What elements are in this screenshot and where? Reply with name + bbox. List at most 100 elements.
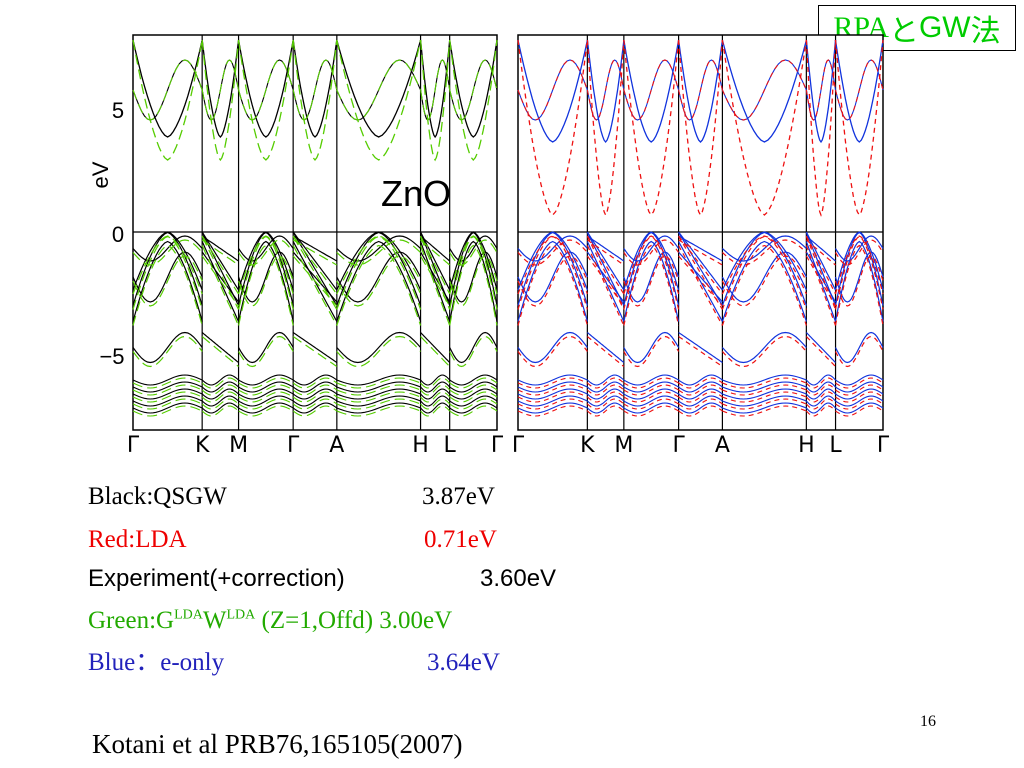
left-band-line (132, 335, 203, 368)
left-dband-line (336, 388, 421, 400)
right-band-line (834, 251, 884, 303)
right-band-line (587, 332, 625, 363)
right-band-line (805, 336, 836, 367)
left-band-line (132, 239, 203, 266)
right-dband-line (722, 395, 807, 407)
legend-black: Black:QSGW 3.87eV (88, 484, 495, 509)
right-dband-line (517, 391, 588, 403)
left-band-line (336, 235, 422, 310)
left-band-line (292, 231, 338, 291)
left-band-line (336, 244, 422, 326)
right-upper-band (721, 59, 807, 121)
right-conduction-band (677, 39, 724, 143)
left-k-label: Γ (491, 433, 504, 458)
right-band-line (834, 239, 884, 266)
left-band-line (238, 331, 294, 364)
right-band-line (721, 331, 807, 364)
right-band-line (721, 244, 807, 326)
right-dband-line (722, 388, 807, 400)
right-dband-line (722, 398, 807, 410)
left-band-line (201, 231, 240, 291)
left-band-line (336, 335, 422, 368)
left-dband-line (420, 395, 451, 407)
left-dband-line (238, 405, 294, 417)
left-band-line (201, 336, 239, 367)
left-upper-band (201, 59, 240, 121)
right-band-line (623, 255, 680, 307)
left-dband-line (449, 405, 498, 417)
right-conduction-band (805, 39, 837, 144)
y-tick-0: 0 (112, 222, 124, 247)
right-dband-line (805, 377, 836, 389)
right-band-line (587, 235, 625, 262)
right-dband-line (623, 398, 679, 410)
right-dband-line (517, 388, 588, 400)
right-dband-line (678, 374, 723, 386)
left-dband-line (449, 398, 498, 410)
right-conduction-band (721, 39, 808, 143)
left-k-label: A (329, 433, 344, 458)
right-upper-band (517, 59, 588, 121)
right-dband-line (722, 402, 807, 414)
left-dband-line (449, 384, 498, 396)
right-dband-line (517, 402, 588, 414)
title-and: と (888, 15, 919, 48)
right-conduction-band (677, 39, 724, 217)
left-dband-line (336, 395, 421, 407)
left-band-line (449, 335, 498, 368)
left-conduction-band (132, 39, 203, 138)
right-dband-line (587, 405, 625, 417)
left-conduction-band (292, 39, 338, 138)
right-dband-line (517, 381, 588, 393)
left-band-line (292, 235, 338, 295)
left-k-label: M (229, 433, 248, 458)
left-dband-line (238, 398, 294, 410)
right-k-label: K (580, 433, 595, 458)
right-dband-line (517, 398, 588, 410)
right-band-line (623, 251, 680, 303)
right-band-line (834, 331, 884, 364)
legend-green-sup1: LDA (174, 607, 203, 623)
right-dband-line (623, 377, 679, 389)
right-dband-line (722, 374, 807, 386)
y-tick-minus5: −5 (99, 344, 124, 369)
right-band-line (623, 240, 680, 322)
right-band-line (517, 244, 588, 326)
right-conduction-band (721, 39, 808, 216)
right-dband-line (623, 381, 679, 393)
left-band-line (238, 251, 294, 303)
left-dband-line (292, 377, 338, 389)
right-dband-line (587, 388, 625, 400)
left-dband-line (132, 388, 203, 400)
right-k-label: A (715, 433, 730, 458)
left-band-line (292, 239, 338, 266)
left-k-label: H (412, 433, 429, 458)
left-dband-line (292, 384, 338, 396)
material-label: ZnO (381, 173, 451, 214)
left-band-line (201, 235, 240, 295)
left-dband-line (449, 402, 498, 414)
right-dband-line (835, 402, 884, 414)
left-band-line (420, 255, 451, 307)
right-k-label: Γ (672, 433, 685, 458)
left-conduction-band (237, 39, 294, 138)
right-conduction-band (517, 39, 589, 143)
left-k-label: Γ (127, 433, 140, 458)
left-band-line (420, 239, 451, 266)
left-dband-line (201, 402, 239, 414)
right-band-line (678, 245, 723, 326)
right-band-line (517, 235, 588, 295)
legend-black-value: 3.87eV (422, 483, 495, 510)
left-band-line (449, 235, 498, 310)
left-dband-line (449, 391, 498, 403)
right-dband-line (835, 405, 884, 417)
left-band-line (449, 239, 498, 266)
right-dband-line (517, 395, 588, 407)
right-dband-line (587, 402, 625, 414)
right-band-line (517, 331, 588, 364)
right-conduction-band (834, 39, 884, 143)
left-dband-line (201, 377, 239, 389)
left-dband-line (132, 381, 203, 393)
right-band-line (586, 236, 625, 310)
